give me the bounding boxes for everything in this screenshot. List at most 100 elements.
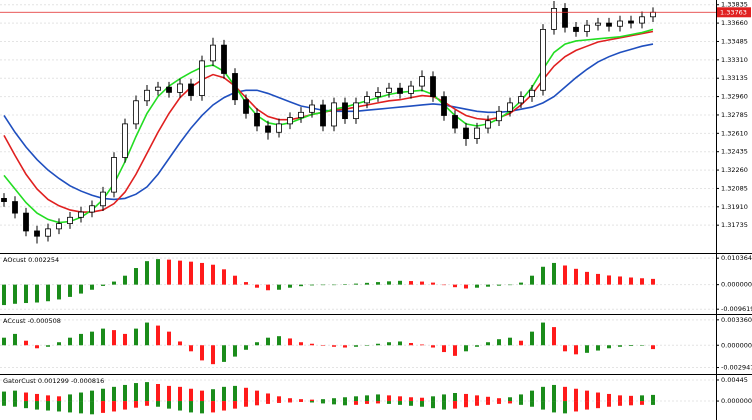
- y-tick-label: -0.0029477: [721, 364, 752, 372]
- histogram-bar: [310, 343, 314, 346]
- gator-bar: [310, 399, 314, 402]
- histogram-bar: [134, 268, 138, 285]
- histogram-bar: [211, 264, 215, 285]
- gator-bar: [585, 390, 589, 402]
- gator-bar: [277, 396, 281, 402]
- histogram-bar: [299, 342, 303, 346]
- gator-bar: [519, 394, 523, 402]
- histogram-bar: [387, 281, 391, 285]
- histogram-bar: [464, 345, 468, 352]
- gator-bar: [123, 401, 127, 410]
- y-tick-label: 1.33835: [721, 1, 748, 9]
- gator-bar: [90, 390, 94, 402]
- candle-body: [23, 212, 29, 232]
- histogram-bar: [57, 342, 61, 346]
- histogram-bar: [552, 327, 556, 346]
- histogram-bar: [596, 273, 600, 285]
- histogram-bar: [497, 339, 501, 346]
- gator-bar: [200, 401, 204, 414]
- gator-bar: [475, 395, 479, 402]
- gator-bar: [431, 396, 435, 402]
- histogram-bar: [442, 345, 446, 353]
- y-tick-label: 1.32785: [721, 111, 748, 119]
- gator-bar: [629, 401, 633, 406]
- histogram-bar: [409, 281, 413, 285]
- histogram-bar: [508, 337, 512, 346]
- gator-bar: [233, 401, 237, 409]
- gator-bar: [266, 401, 270, 404]
- gator-bar: [200, 390, 204, 402]
- histogram-bar: [145, 261, 149, 285]
- gator-bar: [134, 401, 138, 408]
- gator-bar: [299, 401, 303, 402]
- histogram-bar: [13, 284, 17, 304]
- candle-body: [331, 102, 337, 127]
- gator-bar: [607, 401, 611, 407]
- gator-bar: [508, 401, 512, 404]
- candle-body: [122, 123, 128, 158]
- histogram-bar: [233, 275, 237, 285]
- gator-bar: [68, 394, 72, 402]
- histogram-bar: [552, 262, 556, 285]
- gator-bar: [398, 401, 402, 405]
- gator-bar: [244, 387, 248, 402]
- candle-body: [221, 44, 227, 74]
- candle-body: [45, 228, 51, 237]
- gator-bar: [618, 395, 622, 402]
- histogram-bar: [486, 342, 490, 346]
- gator-bar: [376, 394, 380, 402]
- candle-body: [155, 86, 161, 91]
- histogram-bar: [46, 284, 50, 302]
- gator-bar: [387, 401, 391, 404]
- gator-bar: [398, 396, 402, 402]
- candle-body: [287, 117, 293, 125]
- candle-body: [210, 44, 216, 62]
- candle-body: [628, 20, 634, 24]
- gator-bar: [101, 388, 105, 402]
- gator-bar: [354, 401, 358, 405]
- gator-bar: [332, 398, 336, 402]
- gator-bar: [112, 386, 116, 402]
- gator-bar: [24, 392, 28, 402]
- histogram-bar: [112, 330, 116, 346]
- gator-bar: [651, 394, 655, 402]
- histogram-bar: [244, 345, 248, 350]
- candle-body: [254, 112, 260, 127]
- histogram-bar: [222, 269, 226, 285]
- histogram-bar: [101, 284, 105, 286]
- candle-body: [100, 191, 106, 207]
- candle-body: [199, 60, 205, 96]
- candle-body: [243, 99, 249, 114]
- candle-body: [265, 125, 271, 133]
- indicator-title: AOcust 0.002254: [3, 256, 59, 264]
- histogram-bar: [123, 333, 127, 346]
- histogram-bar: [68, 337, 72, 346]
- gator-bar: [145, 382, 149, 402]
- histogram-bar: [618, 345, 622, 347]
- gator-bar: [189, 388, 193, 402]
- gator-bar: [222, 386, 226, 402]
- gator-bar: [574, 401, 578, 412]
- candle-body: [56, 223, 62, 230]
- histogram-bar: [409, 342, 413, 346]
- gator-bar: [464, 401, 468, 408]
- y-tick-label: 0.000000: [721, 341, 752, 349]
- gator-bar: [101, 401, 105, 413]
- histogram-bar: [145, 322, 149, 346]
- candle-body: [430, 76, 436, 97]
- gator-bar: [156, 401, 160, 407]
- gator-bar: [57, 396, 61, 402]
- gator-bar: [2, 401, 6, 406]
- candle-body: [1, 198, 7, 202]
- histogram-bar: [178, 341, 182, 346]
- gator-bar: [376, 401, 380, 404]
- candle-body: [364, 96, 370, 104]
- histogram-bar: [255, 342, 259, 346]
- gator-bar: [453, 393, 457, 402]
- gator-bar: [497, 401, 501, 404]
- candle-body: [408, 85, 414, 94]
- histogram-bar: [486, 284, 490, 287]
- gator-bar: [607, 393, 611, 402]
- gator-bar: [288, 398, 292, 402]
